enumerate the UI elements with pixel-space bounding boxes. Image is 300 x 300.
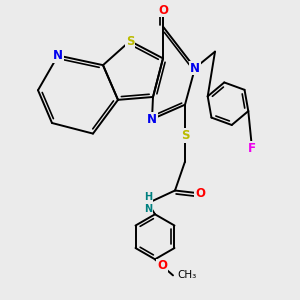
Text: F: F (248, 142, 256, 154)
Text: N: N (147, 112, 157, 126)
Text: O: O (158, 4, 168, 17)
Text: H
N: H N (144, 192, 152, 214)
Text: N: N (53, 49, 63, 62)
Text: O: O (157, 259, 167, 272)
Text: N: N (190, 61, 200, 74)
Text: CH₃: CH₃ (178, 270, 197, 280)
Text: S: S (181, 129, 189, 142)
Text: O: O (195, 187, 205, 200)
Text: S: S (126, 34, 134, 47)
